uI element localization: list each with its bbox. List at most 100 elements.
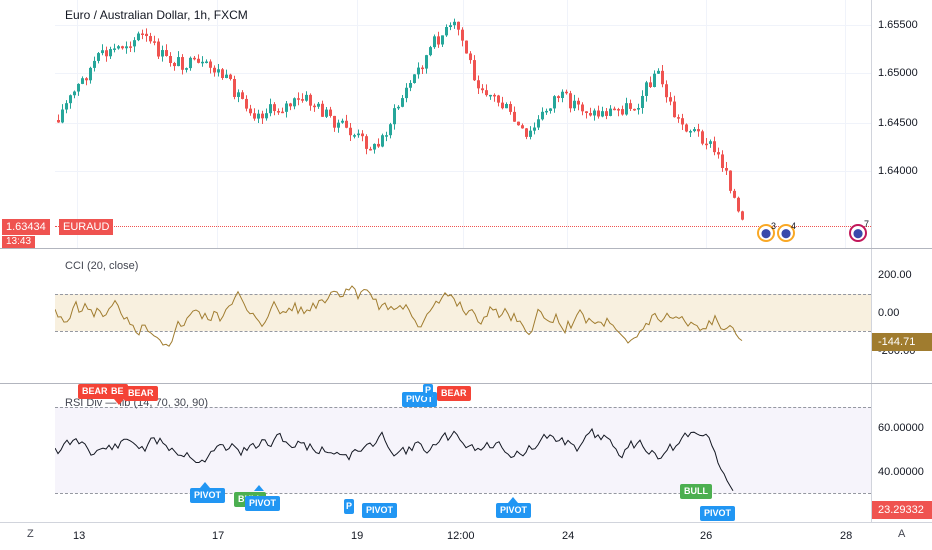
candle-body bbox=[669, 97, 672, 102]
candle-body bbox=[573, 100, 576, 109]
rsi-title: RSI Div — lib (14, 70, 30, 90) bbox=[65, 397, 209, 409]
rsi-chart-area[interactable] bbox=[55, 384, 871, 522]
candle-body bbox=[541, 111, 544, 120]
candle-body bbox=[401, 98, 404, 107]
candle-body bbox=[465, 40, 468, 54]
candle-body bbox=[89, 67, 92, 81]
candle-body bbox=[437, 36, 440, 45]
price-tick: 1.65000 bbox=[878, 67, 918, 79]
candle-body bbox=[685, 124, 688, 132]
candle-body bbox=[485, 90, 488, 96]
cci-value-badge: -144.71 bbox=[872, 333, 932, 351]
candle-body bbox=[297, 98, 300, 100]
candle-body bbox=[205, 61, 208, 64]
candle-body bbox=[149, 36, 152, 42]
cci-pane[interactable]: 200.00 0.00 -200.00 -144.71 CCI (20, clo… bbox=[0, 249, 932, 383]
candle-body bbox=[409, 83, 412, 88]
candle-body bbox=[665, 84, 668, 98]
candle-body bbox=[741, 211, 744, 220]
bear-marker bbox=[114, 399, 124, 405]
countdown-badge: 13:43 bbox=[2, 236, 36, 248]
price-scale[interactable] bbox=[871, 0, 932, 248]
candle-body bbox=[493, 94, 496, 97]
candle-body bbox=[461, 29, 464, 41]
candle-body bbox=[329, 109, 332, 116]
time-tick: 19 bbox=[351, 530, 364, 542]
candle-body bbox=[569, 93, 572, 109]
candle-body bbox=[505, 104, 508, 109]
candle-body bbox=[217, 69, 220, 73]
candle-body bbox=[77, 83, 80, 92]
candle-body bbox=[73, 91, 76, 96]
candle-body bbox=[201, 61, 204, 64]
event-icon[interactable]: ⬤ bbox=[849, 224, 867, 242]
candle-body bbox=[153, 41, 156, 43]
candle-body bbox=[621, 109, 624, 115]
candle-body bbox=[469, 53, 472, 61]
candle-body bbox=[353, 135, 356, 137]
candle-body bbox=[301, 99, 304, 101]
candle-body bbox=[209, 61, 212, 68]
candle-body bbox=[229, 74, 232, 80]
candle-body bbox=[125, 46, 128, 49]
cci-title: CCI (20, close) bbox=[65, 260, 139, 272]
time-tick: 17 bbox=[212, 530, 225, 542]
candle-body bbox=[265, 113, 268, 119]
time-axis[interactable]: 13 17 19 12:00 24 26 28 bbox=[0, 522, 932, 550]
candle-body bbox=[221, 69, 224, 78]
candle-body bbox=[85, 78, 88, 81]
candle-body bbox=[381, 135, 384, 147]
candle-body bbox=[593, 110, 596, 116]
candle-body bbox=[133, 40, 136, 47]
candle-body bbox=[429, 47, 432, 56]
event-count: 4 bbox=[791, 221, 797, 231]
last-price-line bbox=[55, 226, 871, 227]
time-tick: 24 bbox=[562, 530, 575, 542]
candle-body bbox=[417, 67, 420, 75]
candle-body bbox=[705, 143, 708, 146]
price-chart-area[interactable] bbox=[55, 0, 871, 248]
pivot-label: PIVOT bbox=[362, 503, 398, 518]
cci-scale[interactable] bbox=[871, 249, 932, 383]
candle-body bbox=[653, 73, 656, 87]
candle-body bbox=[577, 100, 580, 105]
candle-body bbox=[357, 133, 360, 136]
candle-body bbox=[673, 101, 676, 118]
rsi-pane[interactable]: 60.00000 40.00000 23.29332 RSI Div — lib… bbox=[0, 384, 932, 522]
rsi-tick: 60.00000 bbox=[878, 422, 924, 434]
zoom-button[interactable]: Z bbox=[27, 528, 34, 540]
candle-body bbox=[513, 111, 516, 122]
candle-body bbox=[405, 87, 408, 99]
rsi-value-badge: 23.29332 bbox=[872, 501, 932, 519]
candle-body bbox=[273, 104, 276, 112]
candle-body bbox=[341, 120, 344, 123]
event-icon[interactable]: ⬤ bbox=[777, 224, 795, 242]
candle-body bbox=[585, 111, 588, 114]
candle-body bbox=[57, 120, 60, 123]
candle-body bbox=[361, 133, 364, 137]
candle-body bbox=[629, 103, 632, 109]
price-tick: 1.64000 bbox=[878, 165, 918, 177]
candle-body bbox=[709, 141, 712, 144]
candle-body bbox=[477, 80, 480, 89]
candle-body bbox=[241, 92, 244, 99]
event-icon[interactable]: ⬤ bbox=[757, 224, 775, 242]
time-tick: 28 bbox=[840, 530, 853, 542]
candle-body bbox=[285, 103, 288, 112]
cci-line bbox=[55, 285, 743, 347]
candle-body bbox=[181, 57, 184, 70]
pivot-marker bbox=[508, 497, 518, 503]
cci-chart-area[interactable] bbox=[55, 249, 871, 383]
candle-body bbox=[597, 110, 600, 117]
price-pane[interactable]: 1.65500 1.65000 1.64500 1.64000 Euro / A… bbox=[0, 0, 932, 248]
auto-scale-button[interactable]: A bbox=[898, 528, 906, 540]
candle-body bbox=[213, 67, 216, 73]
cci-band bbox=[55, 294, 871, 331]
candle-body bbox=[433, 36, 436, 48]
rsi-scale[interactable] bbox=[871, 384, 932, 522]
candle-body bbox=[545, 110, 548, 113]
candle-body bbox=[453, 21, 456, 26]
candle-body bbox=[177, 57, 180, 67]
bear-label: BE bbox=[107, 384, 128, 399]
candle-body bbox=[81, 78, 84, 84]
